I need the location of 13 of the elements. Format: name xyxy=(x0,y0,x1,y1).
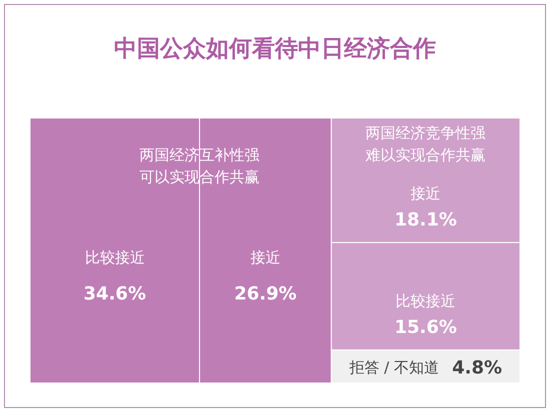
data-label: 34.6% xyxy=(84,284,146,305)
data-label: 18.1% xyxy=(394,210,457,231)
category-label: 拒答 / 不知道 xyxy=(348,358,439,376)
category-label: 接近 xyxy=(250,248,280,266)
category-label: 接近 xyxy=(410,184,441,203)
data-label: 26.9% xyxy=(234,284,297,305)
category-label: 比较接近 xyxy=(84,248,145,266)
data-label: 15.6% xyxy=(394,316,457,338)
data-label: 4.8% xyxy=(452,357,502,378)
text: 中国公众如何看待中日经济合作 xyxy=(114,35,436,62)
text: 两国经济竞争性强 xyxy=(366,124,486,142)
category-label: 比较接近 xyxy=(396,292,456,310)
text: 难以实现合作共赢 xyxy=(364,146,486,164)
